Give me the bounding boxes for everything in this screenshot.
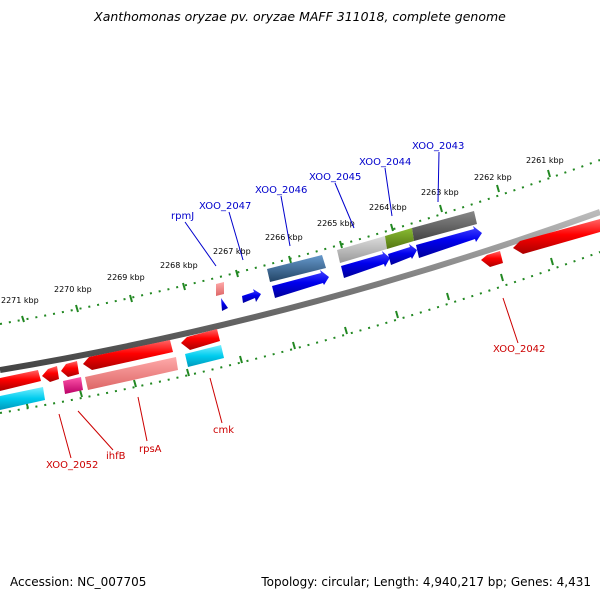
gene-label-XOO_2052[interactable]: XOO_2052 — [46, 460, 98, 471]
gene-feature[interactable] — [513, 219, 600, 254]
gene-feature-XOO_2046[interactable] — [267, 255, 326, 282]
gene-feature[interactable] — [63, 377, 83, 394]
gene-feature-XOO_2052[interactable] — [0, 370, 41, 391]
gene-feature-rpmJ[interactable] — [221, 298, 228, 311]
gene-label-cmk[interactable]: cmk — [213, 425, 234, 436]
gene-feature[interactable] — [272, 270, 329, 298]
scale-label: 2265 kbp — [317, 219, 355, 228]
gene-feature-XOO_2044[interactable] — [385, 228, 414, 249]
gene-feature-XOO_2045[interactable] — [337, 236, 387, 263]
gene-label-XOO_2045[interactable]: XOO_2045 — [309, 172, 361, 183]
gene-label-ihfB[interactable]: ihfB — [106, 451, 126, 462]
gene-feature-ihfB[interactable] — [42, 366, 59, 382]
gene-feature[interactable] — [416, 226, 482, 258]
scale-label: 2268 kbp — [160, 261, 198, 270]
gene-feature-XOO_2047[interactable] — [242, 289, 261, 303]
scale-label: 2263 kbp — [421, 188, 459, 197]
gene-label-XOO_2043[interactable]: XOO_2043 — [412, 141, 464, 152]
reverse-strand-features — [0, 219, 600, 410]
scale-label: 2261 kbp — [526, 156, 564, 165]
gene-label-XOO_2047[interactable]: XOO_2047 — [199, 201, 251, 212]
scale-label: 2264 kbp — [369, 203, 407, 212]
scale-label: 2270 kbp — [54, 285, 92, 294]
label-leader-lines-red — [58, 297, 519, 459]
scale-label: 2269 kbp — [107, 273, 145, 282]
gene-label-rpmJ[interactable]: rpmJ — [171, 211, 194, 222]
gene-label-rpsA[interactable]: rpsA — [139, 444, 162, 455]
gene-feature-XOO_2043[interactable] — [412, 211, 477, 241]
scale-label: 2262 kbp — [474, 173, 512, 182]
gene-feature[interactable] — [216, 282, 224, 296]
scale-label: 2271 kbp — [1, 296, 39, 305]
gene-feature[interactable] — [0, 387, 45, 410]
topology-text: Topology: circular; Length: 4,940,217 bp… — [261, 575, 591, 589]
forward-strand-features — [216, 211, 482, 311]
gene-feature[interactable] — [341, 251, 390, 278]
lower-scale-ruler — [0, 251, 600, 414]
label-leader-lines — [184, 151, 440, 267]
gene-feature[interactable] — [185, 345, 224, 367]
gene-feature-XOO_2042[interactable] — [481, 251, 503, 267]
map-title: Xanthomonas oryzae pv. oryzae MAFF 31101… — [94, 9, 506, 24]
upper-scale-ruler — [0, 159, 600, 325]
scale-label: 2267 kbp — [213, 247, 251, 256]
gene-feature-rpsA[interactable] — [83, 340, 173, 370]
genome-backbone — [0, 209, 600, 373]
gene-label-XOO_2046[interactable]: XOO_2046 — [255, 185, 307, 196]
gene-feature[interactable] — [85, 357, 178, 390]
gene-feature[interactable] — [61, 361, 79, 377]
gene-label-XOO_2044[interactable]: XOO_2044 — [359, 157, 411, 168]
gene-feature[interactable] — [388, 244, 417, 265]
gene-label-XOO_2042[interactable]: XOO_2042 — [493, 344, 545, 355]
scale-label: 2266 kbp — [265, 233, 303, 242]
accession-text: Accession: NC_007705 — [10, 575, 147, 589]
gene-feature-cmk[interactable] — [181, 329, 220, 350]
